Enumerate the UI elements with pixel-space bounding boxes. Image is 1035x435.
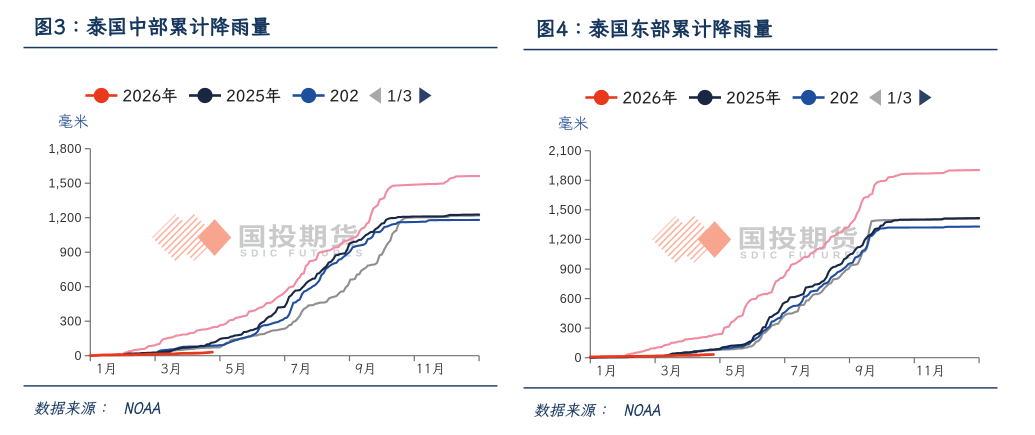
svg-text:1,200: 1,200 [549, 233, 582, 247]
svg-text:600: 600 [560, 292, 582, 306]
svg-text:1/3: 1/3 [387, 87, 413, 105]
svg-text:1,500: 1,500 [49, 177, 82, 191]
svg-text:0: 0 [74, 349, 81, 363]
svg-text:SDIC FUTURES: SDIC FUTURES [740, 251, 867, 262]
svg-text:1/3: 1/3 [887, 89, 913, 107]
svg-text:300: 300 [60, 315, 82, 329]
svg-text:1,800: 1,800 [49, 142, 82, 156]
svg-text:900: 900 [60, 246, 82, 260]
svg-text:2,100: 2,100 [549, 144, 582, 158]
svg-text:SDIC FUTURES: SDIC FUTURES [240, 249, 367, 260]
svg-text:300: 300 [560, 321, 582, 335]
svg-text:1,500: 1,500 [549, 203, 582, 217]
svg-text:1,200: 1,200 [49, 211, 82, 225]
svg-text:0: 0 [574, 351, 581, 365]
svg-text:1,800: 1,800 [549, 174, 582, 188]
svg-text:900: 900 [560, 262, 582, 276]
svg-text:600: 600 [60, 280, 82, 294]
